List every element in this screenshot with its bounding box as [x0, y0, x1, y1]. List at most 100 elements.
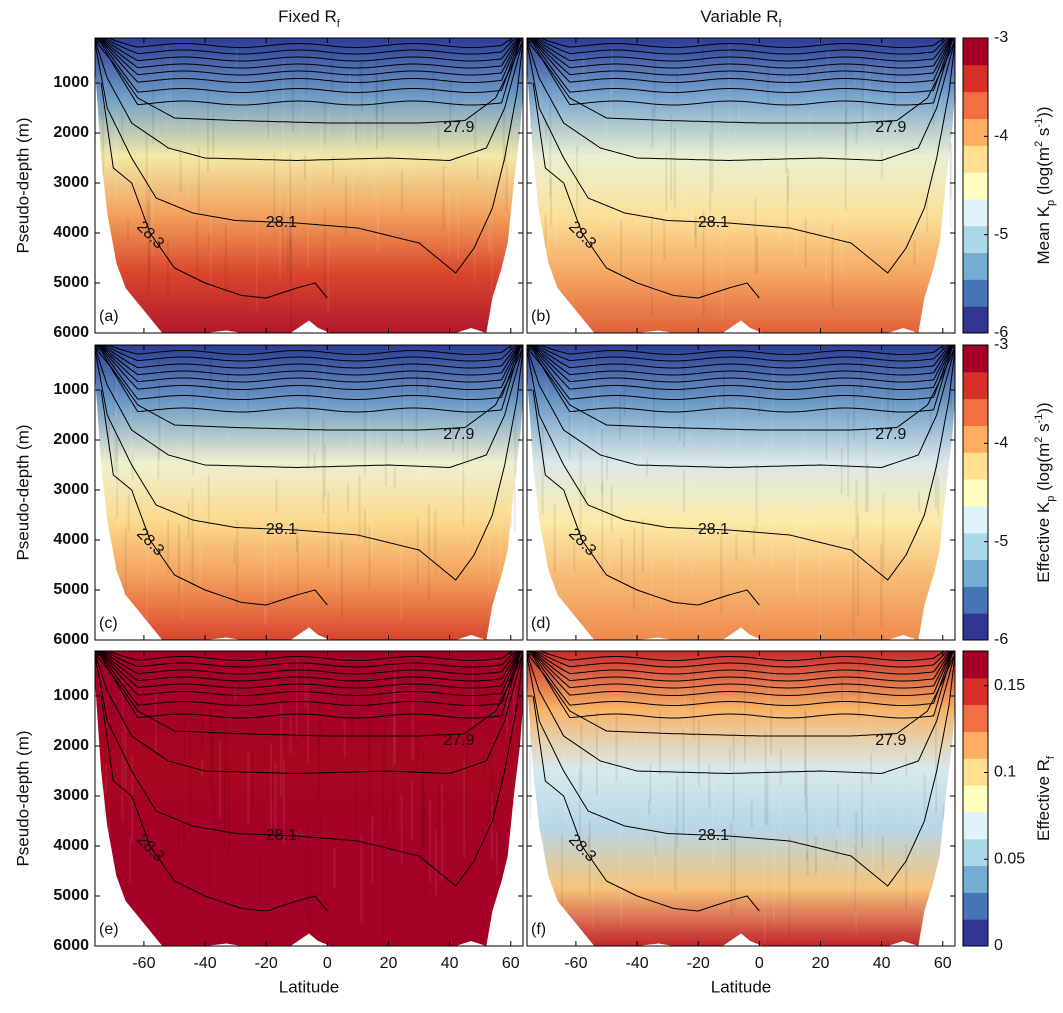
- contour-line: [103, 651, 517, 668]
- colorbar-label: Mean Kp (log(m2 s-1)): [1033, 106, 1057, 264]
- contour-line: [101, 38, 519, 62]
- axes-frame: [94, 344, 524, 641]
- contour-line: [527, 347, 955, 469]
- x-tick-label: 20: [380, 955, 398, 972]
- contour-label: 28.1: [266, 827, 297, 844]
- contour-line: [531, 345, 952, 376]
- contour-line: [100, 389, 328, 606]
- contour-line: [527, 40, 955, 162]
- x-tick-label: 60: [934, 955, 952, 972]
- panel: [527, 345, 955, 640]
- contour-line: [531, 651, 952, 682]
- contour-line: [538, 651, 946, 661]
- colorbar-label: Effective Kp (log(m2 s-1)): [1033, 402, 1057, 582]
- contour-line: [95, 38, 523, 93]
- colorbar-tick-label: -4: [994, 435, 1008, 452]
- contour-line: [535, 38, 949, 55]
- contour-line: [95, 345, 522, 390]
- colorbar-label-part: 2: [1033, 437, 1045, 443]
- x-axis-label: Latitude: [711, 977, 772, 996]
- colorbar-swatch: [963, 371, 988, 400]
- y-tick-label: 4000: [53, 837, 89, 854]
- y-tick-label: 6000: [53, 631, 89, 648]
- x-tick-label: -60: [132, 955, 155, 972]
- y-tick-label: 2000: [53, 431, 89, 448]
- y-tick-label: 2000: [53, 737, 89, 754]
- contour-line: [106, 38, 514, 48]
- colorbar-swatch: [963, 306, 988, 334]
- contour-line: [95, 39, 523, 106]
- colorbar-frame: [962, 344, 989, 641]
- axes-frame: [526, 650, 956, 947]
- y-tick-label: 5000: [53, 581, 89, 598]
- colorbar-frame: [962, 37, 989, 334]
- colorbar-swatch: [963, 145, 988, 173]
- colorbar-label-part: 2: [1033, 141, 1045, 147]
- axes-frame: [526, 37, 956, 334]
- panel: [95, 651, 523, 946]
- colorbar-swatch: [963, 704, 988, 732]
- colorbar-tick-label: -5: [994, 226, 1008, 243]
- x-tick-label: -40: [625, 955, 648, 972]
- colorbar-swatch: [963, 198, 988, 227]
- contour-line: [527, 346, 955, 413]
- x-tick-label: -40: [193, 955, 216, 972]
- contour-line: [95, 651, 520, 689]
- y-tick-label: 6000: [53, 937, 89, 954]
- colorbar-tick-label: 0.05: [994, 850, 1025, 867]
- contour-line: [527, 651, 954, 696]
- y-tick-label: 4000: [53, 224, 89, 241]
- contour-line: [99, 345, 520, 376]
- contour-label: 28.1: [266, 521, 297, 538]
- panel: [527, 38, 955, 333]
- contour-line: [99, 651, 520, 682]
- contour-line: [527, 39, 955, 106]
- contour-line: [101, 651, 519, 675]
- contour-label: 27.9: [443, 119, 474, 136]
- contour-label: 27.9: [875, 119, 906, 136]
- colorbar-label-part: s: [1034, 423, 1053, 436]
- contour-line: [532, 695, 760, 912]
- colorbar-swatch: [963, 452, 988, 480]
- colorbar-swatch: [963, 172, 988, 200]
- contour-line: [95, 345, 520, 383]
- x-tick-label: -20: [687, 955, 710, 972]
- colorbar-swatch: [963, 731, 988, 759]
- contour-line: [95, 345, 523, 400]
- contour-line: [532, 82, 760, 299]
- colorbar-swatch: [963, 892, 988, 920]
- colorbar-frame: [962, 650, 989, 947]
- contour-line: [99, 38, 520, 69]
- colorbar-label-part: Effective R: [1034, 759, 1053, 841]
- colorbar-swatch: [963, 677, 988, 706]
- colorbar-swatch: [963, 425, 988, 453]
- colorbar-label-part: )): [1034, 402, 1053, 413]
- colorbar-label-part: )): [1034, 106, 1053, 117]
- colorbar-swatch: [963, 38, 988, 66]
- colorbar-label-part: p: [1045, 496, 1057, 502]
- colorbar-tick-label: -4: [994, 128, 1008, 145]
- panel-label: (f): [531, 921, 546, 938]
- panel: [95, 345, 523, 640]
- heatmap-field: [95, 651, 523, 946]
- colorbar-label-part: (log(m: [1034, 147, 1053, 200]
- panel: [95, 38, 523, 333]
- y-tick-label: 5000: [53, 274, 89, 291]
- heatmap-field: [95, 38, 523, 333]
- colorbar-swatch: [963, 345, 988, 373]
- contour-label: 27.9: [443, 732, 474, 749]
- contour-line: [95, 38, 520, 76]
- colorbar-swatch: [963, 64, 988, 93]
- contour-line: [531, 38, 952, 69]
- colorbar-swatch: [963, 505, 988, 534]
- contour-line: [100, 82, 328, 299]
- contour-line: [527, 345, 954, 390]
- contour-label: 28.1: [698, 827, 729, 844]
- colorbar-label-part: p: [1045, 200, 1057, 206]
- contour-line: [95, 655, 523, 887]
- y-axis-label: Pseudo-depth (m): [13, 730, 32, 866]
- y-tick-label: 3000: [53, 481, 89, 498]
- contour-label: 27.9: [875, 732, 906, 749]
- contour-line: [95, 40, 523, 124]
- contour-label: 27.9: [875, 426, 906, 443]
